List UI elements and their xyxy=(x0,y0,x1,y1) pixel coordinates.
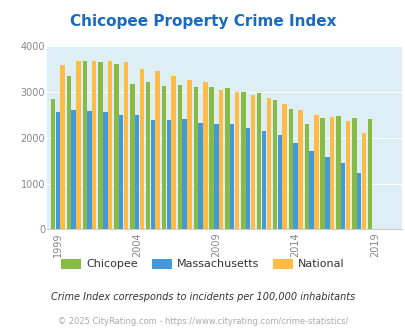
Bar xyxy=(324,157,329,229)
Bar xyxy=(51,99,55,229)
Bar xyxy=(146,82,150,229)
Bar xyxy=(367,119,371,229)
Bar xyxy=(320,118,324,229)
Bar xyxy=(245,128,250,229)
Bar xyxy=(256,93,261,229)
Bar xyxy=(71,110,76,229)
Bar xyxy=(82,61,87,229)
Bar xyxy=(329,117,334,229)
Bar xyxy=(351,117,356,229)
Bar xyxy=(218,90,223,229)
Bar xyxy=(166,120,171,229)
Bar xyxy=(313,115,318,229)
Bar xyxy=(60,65,65,229)
Bar xyxy=(361,133,365,229)
Legend: Chicopee, Massachusetts, National: Chicopee, Massachusetts, National xyxy=(56,254,349,274)
Bar xyxy=(182,119,186,229)
Bar xyxy=(250,95,254,229)
Bar xyxy=(76,61,81,229)
Bar xyxy=(139,69,144,229)
Bar xyxy=(162,85,166,229)
Bar xyxy=(288,109,292,229)
Bar xyxy=(304,123,308,229)
Bar xyxy=(266,98,270,229)
Bar xyxy=(193,87,198,229)
Bar xyxy=(177,85,182,229)
Bar xyxy=(340,162,345,229)
Bar xyxy=(241,92,245,229)
Bar xyxy=(198,123,202,229)
Bar xyxy=(309,150,313,229)
Bar xyxy=(155,71,160,229)
Text: Chicopee Property Crime Index: Chicopee Property Crime Index xyxy=(70,14,335,29)
Bar xyxy=(55,112,60,229)
Bar xyxy=(187,80,191,229)
Bar xyxy=(272,100,277,229)
Bar xyxy=(124,62,128,229)
Text: Crime Index corresponds to incidents per 100,000 inhabitants: Crime Index corresponds to incidents per… xyxy=(51,292,354,302)
Bar xyxy=(108,61,112,229)
Bar xyxy=(230,123,234,229)
Bar xyxy=(150,120,155,229)
Bar xyxy=(130,84,134,229)
Bar xyxy=(98,62,102,229)
Bar xyxy=(345,121,350,229)
Bar xyxy=(171,77,175,229)
Bar xyxy=(134,115,139,229)
Bar xyxy=(92,61,96,229)
Bar xyxy=(114,64,118,229)
Bar xyxy=(293,144,297,229)
Text: © 2025 CityRating.com - https://www.cityrating.com/crime-statistics/: © 2025 CityRating.com - https://www.city… xyxy=(58,317,347,326)
Bar xyxy=(119,115,123,229)
Bar xyxy=(225,88,229,229)
Bar xyxy=(277,135,281,229)
Bar xyxy=(356,174,360,229)
Bar xyxy=(234,92,239,229)
Bar xyxy=(103,112,107,229)
Bar xyxy=(214,123,218,229)
Bar xyxy=(66,76,71,229)
Bar xyxy=(335,116,340,229)
Bar xyxy=(202,82,207,229)
Bar xyxy=(209,87,213,229)
Bar xyxy=(298,110,302,229)
Bar xyxy=(261,131,266,229)
Bar xyxy=(281,104,286,229)
Bar xyxy=(87,111,92,229)
